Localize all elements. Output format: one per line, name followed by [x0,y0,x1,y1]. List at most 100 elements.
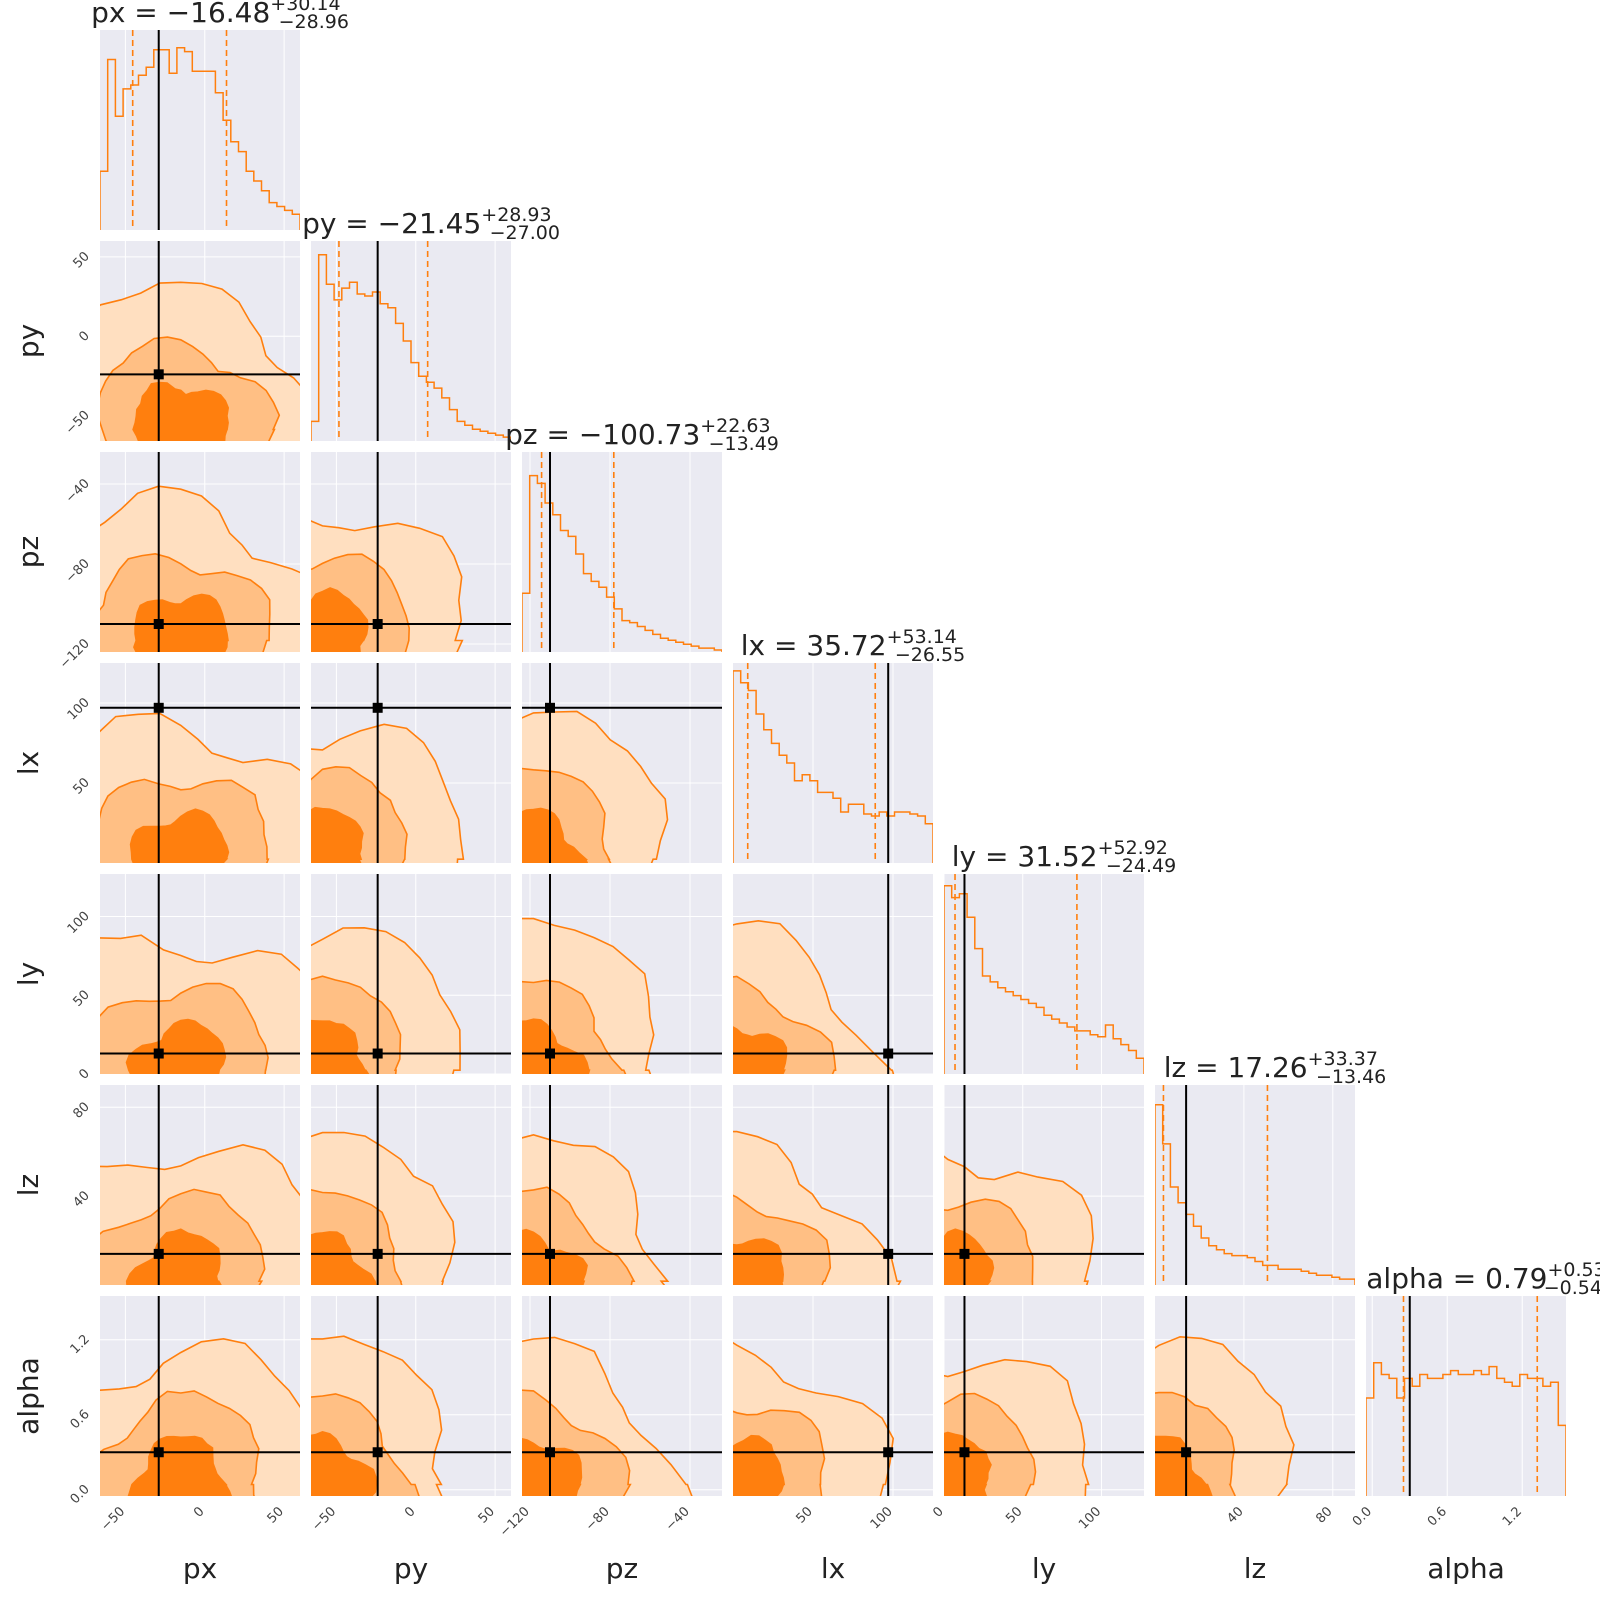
truth-marker [545,1048,555,1059]
hist-panel-ly: ly = 31.52+52.92 −24.49 [944,837,1176,1074]
histogram-step [100,46,300,230]
panel-title: alpha = 0.79+0.53 −0.54 [1366,1259,1600,1299]
y-tick-label: −120 [57,636,93,672]
x-tick-label: 0.0 [1350,1504,1375,1529]
y-tick-label: 100 [65,909,93,937]
truth-marker [153,1248,164,1259]
x-axis-label: lz [1244,1552,1266,1585]
x-axis-label: px [183,1552,217,1585]
truth-marker [372,1048,383,1059]
histogram-step [311,254,511,441]
y-tick-label: 80 [71,1099,93,1121]
contour-panel-pz-ly [522,874,722,1074]
y-axis-label: lz [12,1174,45,1196]
truth-marker [153,702,164,713]
y-tick-label: −50 [63,408,93,438]
panel-background [944,874,1144,1074]
panel-title: lz = 17.26+33.37 −13.46 [1164,1048,1387,1088]
panel-background [1366,1296,1566,1496]
x-tick-label: −40 [663,1504,693,1534]
truth-marker [883,1447,894,1458]
truth-marker [883,1248,894,1259]
x-tick-label: 50 [794,1504,816,1526]
x-tick-label: 50 [265,1504,287,1526]
contour-panel-lx-lz [733,1085,933,1285]
histogram-step [522,474,722,652]
contour-panel-ly-lz [944,1085,1144,1285]
hist-panel-pz: pz = −100.73+22.63 −13.49 [505,415,779,652]
panel-background [733,663,933,863]
panel-title: lx = 35.72+53.14 −26.55 [741,626,965,666]
y-tick-label: 0 [76,328,92,344]
contour-panel-pz-alpha: −120 −80 −40 pz [497,1296,722,1585]
truth-marker [883,1048,894,1059]
y-axis-label: ly [12,962,45,986]
contour-panel-px-lx: 50 100 lx [12,663,300,863]
panel-title: py = −21.45+28.93 −27.00 [302,204,560,244]
contour-level [125,1228,222,1285]
x-tick-label: 50 [1003,1504,1025,1526]
y-tick-label: 0.0 [68,1482,93,1507]
truth-marker [372,619,383,629]
x-tick-label: −80 [583,1504,613,1534]
hist-panel-py: py = −21.45+28.93 −27.00 [302,204,560,441]
truth-marker [959,1447,970,1458]
truth-marker [959,1248,970,1259]
contour-panel-px-lz: 40 80 lz [12,1085,300,1285]
contour-level [733,1434,786,1496]
y-tick-label: 0 [76,1066,92,1082]
contour-panel-lz-alpha: 40 80 lz [1155,1296,1355,1585]
y-axis-label: lx [12,751,45,775]
panel-title: px = −16.48+30.14 −28.96 [91,0,349,33]
panel-title: pz = −100.73+22.63 −13.49 [505,415,779,455]
contour-level [125,1018,227,1074]
contour-level [129,808,230,863]
contour-panel-px-pz: −120 −80 −40 pz [12,452,300,672]
contour-panel-pz-lz [522,1085,722,1285]
contour-panel-pz-lx [522,663,722,863]
histogram-step [1366,1361,1566,1496]
y-tick-label: −40 [63,476,93,506]
x-axis-label: alpha [1427,1552,1505,1585]
contour-panel-px-alpha: 0.0 0.6 1.2 alpha −50 0 50 px [12,1296,300,1585]
y-tick-label: −80 [63,556,93,586]
histogram-step [1155,1103,1355,1285]
contour-panel-py-ly [311,874,511,1074]
x-tick-label: 50 [476,1504,498,1526]
contour-panel-ly-alpha: 0 50 100 ly [930,1296,1144,1585]
panel-background [100,30,300,230]
contour-level [132,381,230,441]
x-tick-label: −50 [98,1504,128,1534]
contour-panel-py-alpha: −50 0 50 py [309,1296,511,1585]
truth-marker [153,619,164,629]
x-axis-label: lx [821,1552,845,1585]
y-axis-label: py [12,324,45,358]
histogram-step [733,670,933,863]
x-tick-label: −50 [309,1504,339,1534]
contour-level [311,1019,370,1074]
contour-level [311,806,364,863]
contour-panel-py-lx [311,663,511,863]
y-tick-label: 0.6 [68,1407,93,1432]
y-tick-label: 1.2 [68,1332,93,1357]
contour-level [522,1018,591,1074]
x-tick-label: 0.6 [1425,1504,1450,1529]
contour-panel-px-ly: 0 50 100 ly [12,874,300,1083]
histogram-step [944,885,1144,1074]
hist-panel-alpha: 0.0 0.6 1.2 alpha alpha = 0.79+0.53 −0.54 [1350,1259,1600,1585]
truth-marker [545,1248,555,1259]
y-axis-label: pz [12,536,45,568]
y-tick-label: 50 [71,249,93,271]
contour-level [311,1231,377,1285]
x-tick-label: 1.2 [1500,1504,1525,1529]
truth-marker [153,1447,164,1458]
contour-level [733,1026,788,1074]
hist-panel-lz: lz = 17.26+33.37 −13.46 [1155,1048,1386,1285]
y-axis-label: alpha [12,1357,45,1435]
contour-panel-lx-alpha: 50 100 lx [733,1296,933,1585]
y-tick-label: 50 [71,987,93,1009]
x-tick-label: 100 [1076,1504,1104,1532]
panel-title: ly = 31.52+52.92 −24.49 [952,837,1176,877]
contour-level [522,807,589,863]
y-tick-label: 100 [65,695,93,723]
